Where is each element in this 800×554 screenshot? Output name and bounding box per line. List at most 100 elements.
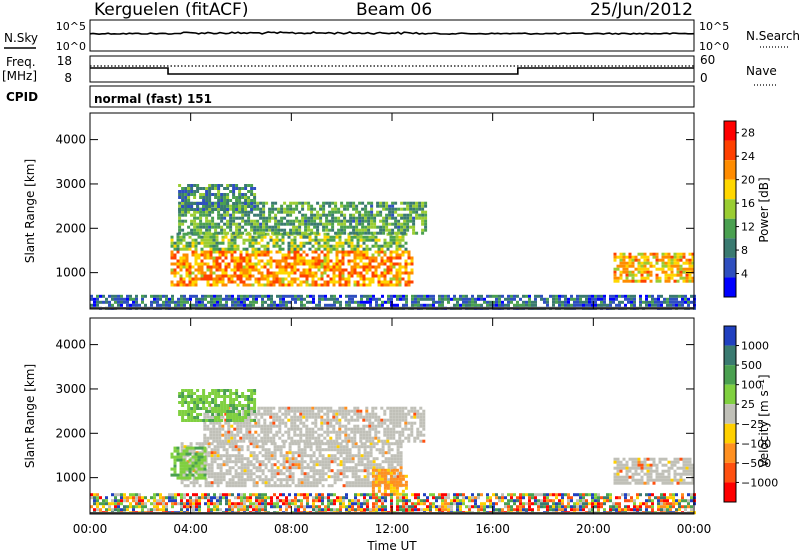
data-cell — [286, 204, 290, 208]
data-cell — [349, 231, 353, 235]
data-cell — [407, 262, 411, 266]
data-cell — [362, 433, 366, 437]
data-cell — [361, 222, 365, 226]
data-cell — [640, 481, 644, 485]
data-cell — [393, 457, 397, 461]
data-cell — [308, 268, 312, 272]
data-cell — [424, 225, 428, 229]
data-cell — [242, 424, 246, 428]
data-cell — [631, 466, 635, 470]
data-cell — [230, 274, 234, 278]
data-cell — [306, 445, 310, 449]
data-cell — [285, 303, 288, 307]
data-cell — [204, 294, 207, 298]
data-cell — [217, 419, 221, 422]
data-cell — [196, 225, 200, 229]
data-cell — [227, 262, 231, 266]
data-cell — [229, 392, 233, 395]
data-cell — [350, 259, 354, 263]
data-cell — [285, 481, 289, 485]
data-cell — [260, 406, 264, 410]
data-cell — [278, 415, 282, 419]
data-cell — [242, 436, 246, 440]
data-cell — [144, 505, 147, 509]
data-cell — [291, 478, 295, 482]
data-cell — [362, 274, 366, 278]
data-cell — [477, 303, 480, 307]
data-cell — [382, 231, 386, 235]
data-cell — [654, 297, 657, 301]
data-cell — [329, 406, 333, 410]
data-cell — [211, 225, 215, 229]
data-cell — [270, 303, 273, 307]
data-cell — [226, 184, 230, 187]
data-cell — [353, 409, 357, 413]
data-cell — [380, 439, 384, 443]
data-cell — [323, 283, 327, 287]
data-cell — [206, 238, 210, 242]
cpid-frame — [89, 85, 695, 108]
data-cell — [420, 297, 423, 301]
data-cell — [206, 283, 210, 287]
data-cell — [296, 250, 300, 254]
data-cell — [316, 216, 320, 220]
data-cell — [232, 392, 236, 395]
data-cell — [377, 247, 381, 251]
data-cell — [338, 430, 342, 434]
data-cell — [239, 427, 243, 431]
data-cell — [374, 480, 378, 484]
data-cell — [254, 436, 258, 440]
data-cell — [664, 478, 668, 482]
data-cell — [326, 424, 330, 428]
data-cell — [221, 253, 225, 257]
data-cell — [371, 439, 375, 443]
data-cell — [93, 300, 96, 304]
data-cell — [179, 467, 183, 471]
data-cell — [317, 412, 321, 416]
data-cell — [246, 463, 250, 467]
data-cell — [368, 277, 372, 281]
data-cell — [320, 274, 324, 278]
data-cell — [347, 253, 351, 257]
data-cell — [264, 481, 268, 485]
data-cell — [326, 256, 330, 260]
data-cell — [379, 213, 383, 217]
data-cell — [325, 228, 329, 232]
data-cell — [324, 442, 328, 446]
power-colorbar-label: Power [dB] — [757, 177, 771, 242]
data-cell — [235, 231, 239, 235]
data-cell — [296, 424, 300, 428]
data-cell — [150, 502, 153, 506]
data-cell — [281, 421, 285, 425]
data-cell — [561, 303, 564, 307]
data-cell — [300, 478, 304, 482]
data-cell — [365, 430, 369, 434]
data-cell — [96, 508, 99, 512]
data-cell — [543, 297, 546, 301]
data-cell — [223, 231, 227, 235]
data-cell — [235, 187, 239, 190]
data-cell — [362, 415, 366, 419]
data-cell — [399, 451, 403, 455]
data-cell — [181, 213, 185, 217]
data-cell — [243, 481, 247, 485]
data-cell — [395, 271, 399, 275]
data-cell — [418, 207, 422, 211]
data-cell — [170, 241, 174, 245]
data-cell — [326, 283, 330, 287]
y-tick-label: 2000 — [55, 221, 86, 235]
data-cell — [391, 210, 395, 214]
data-cell — [652, 457, 656, 461]
data-cell — [229, 213, 233, 217]
data-cell — [324, 463, 328, 467]
data-cell — [403, 228, 407, 232]
data-cell — [361, 219, 365, 223]
data-cell — [285, 475, 289, 479]
data-cell — [188, 241, 192, 245]
data-cell — [348, 469, 352, 473]
data-cell — [328, 210, 332, 214]
data-cell — [367, 210, 371, 214]
data-cell — [323, 421, 327, 425]
data-cell — [245, 238, 249, 242]
data-cell — [564, 297, 567, 301]
